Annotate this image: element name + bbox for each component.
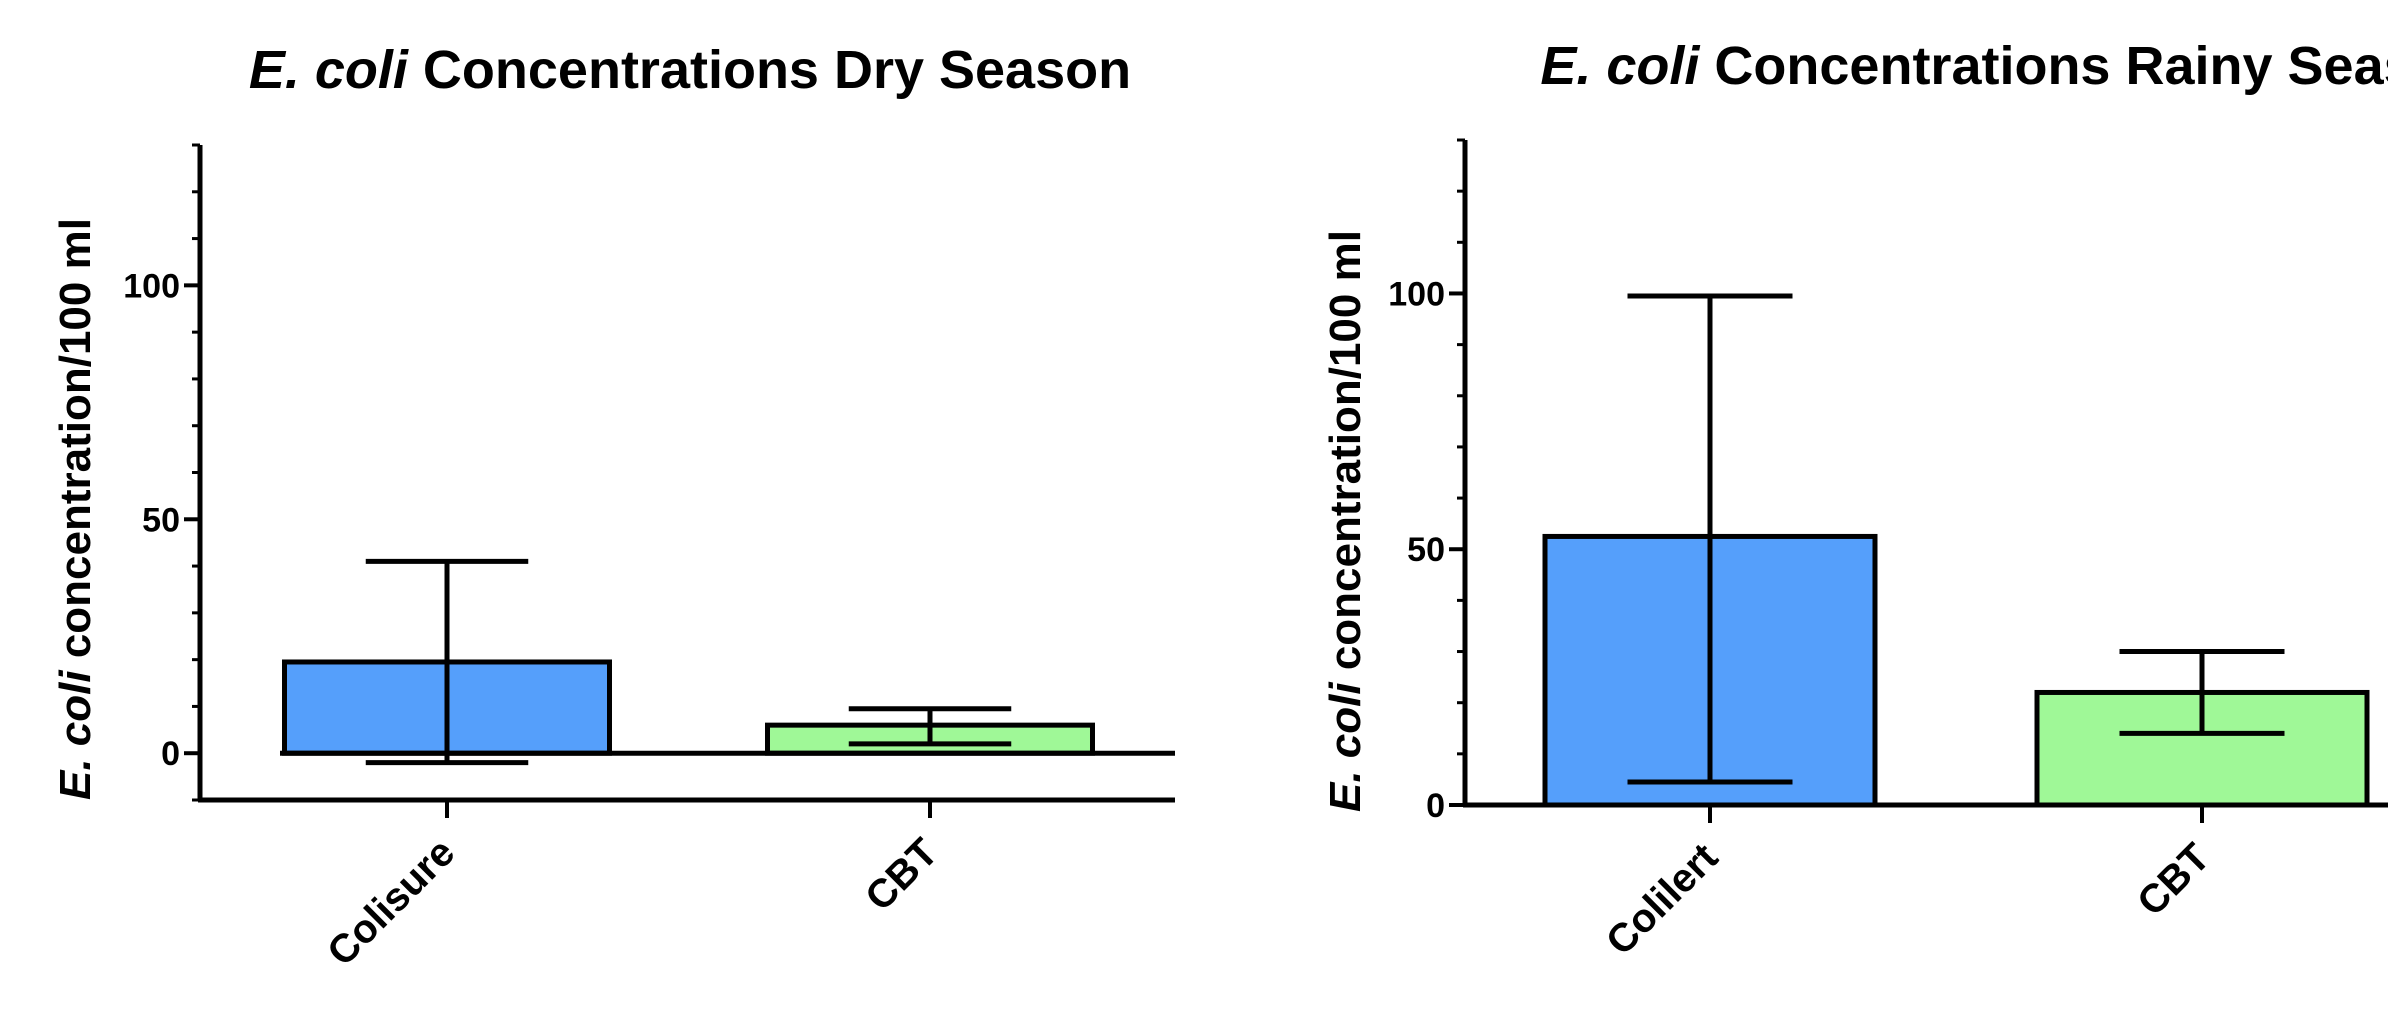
chart-title-italic: E. coli bbox=[249, 40, 409, 100]
chart-title-italic: E. coli bbox=[1540, 36, 1700, 96]
chart-title: E. coli Concentrations Rainy Season bbox=[1540, 36, 2388, 96]
y-axis-label-rest: concentration/100 ml bbox=[51, 218, 100, 670]
category-label: Colisure bbox=[319, 830, 463, 974]
category-label: CBT bbox=[857, 830, 946, 919]
chart-title-rest: Concentrations Rainy Season bbox=[1699, 36, 2388, 96]
y-axis-label-italic: E. coli bbox=[51, 670, 100, 800]
category-label: Colilert bbox=[1598, 835, 1727, 964]
y-tick-label: 100 bbox=[123, 267, 180, 305]
y-tick-label: 100 bbox=[1388, 275, 1445, 313]
y-tick-label: 50 bbox=[1407, 531, 1445, 569]
y-tick-label: 0 bbox=[1426, 787, 1445, 825]
y-axis-label-italic: E. coli bbox=[1321, 682, 1370, 812]
chart-title-rest: Concentrations Dry Season bbox=[408, 40, 1131, 100]
y-axis-label: E. coli concentration/100 ml bbox=[1321, 230, 1370, 812]
category-label: CBT bbox=[2129, 835, 2218, 924]
y-axis-label: E. coli concentration/100 ml bbox=[51, 218, 100, 800]
y-tick-label: 50 bbox=[142, 501, 180, 539]
chart-title: E. coli Concentrations Dry Season bbox=[249, 40, 1131, 100]
y-axis-label-rest: concentration/100 ml bbox=[1321, 230, 1370, 682]
y-tick-label: 0 bbox=[161, 735, 180, 773]
